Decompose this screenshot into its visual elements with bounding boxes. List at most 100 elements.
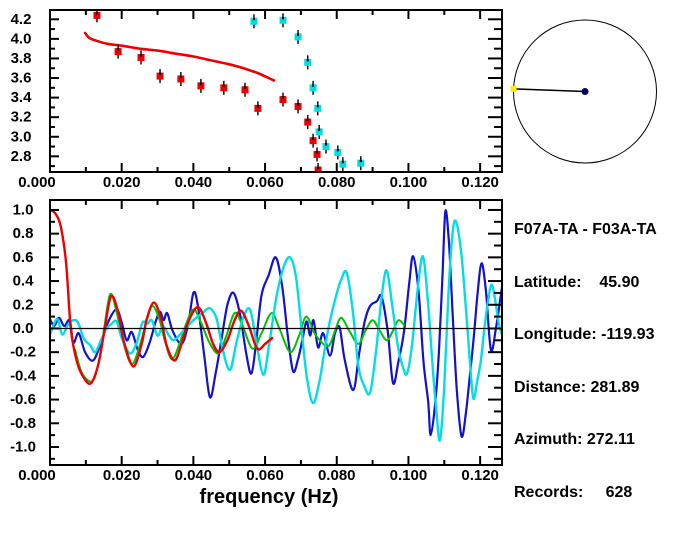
y-tick-label: -0.8: [10, 415, 36, 432]
data-point-square[interactable]: [314, 166, 322, 174]
y-tick-label: 4.0: [11, 30, 32, 47]
error-bar-cap: [243, 86, 246, 89]
error-bar-cap: [297, 33, 300, 36]
error-bar-cap: [281, 16, 284, 20]
spectrum-series-layer: [50, 208, 502, 442]
y-tick-label: 0.0: [13, 320, 34, 337]
y-tick-label: 3.6: [11, 70, 32, 87]
observed-spectrum-blue: [50, 209, 502, 439]
data-point-square[interactable]: [137, 53, 145, 61]
spectrum-plot-area[interactable]: [50, 200, 502, 465]
error-bar-cap: [312, 137, 315, 140]
data-point-square[interactable]: [313, 150, 321, 158]
model-dispersion-curve: [83, 31, 276, 82]
dispersion-series-layer: [83, 10, 365, 174]
error-bar-cap: [306, 58, 309, 62]
azimuth-end-marker: [510, 85, 517, 92]
data-point-square[interactable]: [156, 72, 164, 80]
data-point-square[interactable]: [294, 33, 302, 41]
spectrum-ticks: [49, 200, 502, 465]
error-bar-cap: [306, 118, 309, 122]
x-tick-label: 0.100: [390, 467, 428, 484]
data-point-square[interactable]: [309, 84, 317, 92]
y-tick-label: -0.2: [10, 344, 36, 361]
data-point-square[interactable]: [304, 118, 312, 126]
x-tick-label: 0.080: [318, 174, 356, 191]
records-line: Records: 628: [514, 483, 633, 501]
x-tick-label: 0.060: [246, 174, 284, 191]
spectrum-plot[interactable]: 0.000 0.020 0.040 0.060 0.080 0.100 0.120 -1.0 -…: [10, 199, 503, 508]
x-tick-label: 0.040: [175, 467, 213, 484]
y-tick-label: 1.0: [13, 201, 34, 218]
error-bar-cap: [252, 17, 255, 21]
y-tick-label: 2.8: [11, 148, 32, 165]
y-tick-label: 0.8: [13, 225, 34, 242]
data-point-square[interactable]: [279, 96, 287, 104]
error-bar-cap: [140, 53, 143, 57]
error-bar-cap: [336, 148, 339, 152]
dispersion-analysis-window: 0.000 0.020 0.040 0.060 0.080 0.100 0.120 2.8 3.…: [10, 8, 657, 508]
y-tick-label: 4.2: [11, 11, 32, 28]
x-tick-label: 0.060: [246, 467, 284, 484]
error-bar-cap: [117, 48, 120, 51]
error-bar-cap: [179, 75, 182, 79]
error-bar-cap: [316, 104, 319, 108]
y-tick-label: 0.6: [13, 249, 34, 266]
azimuth-line: Azimuth: 272.11: [514, 431, 635, 448]
y-tick-label: 0.2: [13, 296, 34, 313]
y-tick-label: -0.6: [10, 391, 36, 408]
x-tick-label: 0.100: [390, 174, 428, 191]
data-point-square[interactable]: [304, 58, 312, 66]
model-spectrum-red: [50, 208, 274, 385]
dispersion-frame: [49, 9, 503, 173]
error-bar-cap: [316, 150, 319, 154]
error-bar-cap: [312, 84, 315, 87]
y-tick-label: 3.2: [11, 109, 32, 126]
data-point-square[interactable]: [309, 137, 317, 145]
error-bar-cap: [297, 102, 300, 106]
dispersion-plot-area[interactable]: [50, 10, 502, 172]
cyan-velocity-picks: [250, 13, 365, 172]
error-bar-cap: [325, 143, 328, 146]
x-tick-label: 0.020: [103, 174, 141, 191]
data-point-square[interactable]: [279, 16, 287, 24]
data-point-square[interactable]: [315, 128, 323, 136]
spectrum-frame: [49, 199, 503, 466]
error-bar-cap: [318, 128, 321, 131]
error-bar-cap: [281, 96, 284, 99]
observed-spectrum-cyan: [50, 219, 502, 442]
dispersion-plot[interactable]: 0.000 0.020 0.040 0.060 0.080 0.100 0.120 2.8 3.…: [11, 8, 503, 191]
x-axis-title: frequency (Hz): [200, 486, 339, 508]
data-point-square[interactable]: [339, 160, 347, 168]
data-point-square[interactable]: [197, 82, 205, 90]
y-tick-label: 3.8: [11, 50, 32, 67]
data-point-square[interactable]: [294, 102, 302, 110]
y-tick-label: 0.4: [13, 273, 35, 290]
dispersion-ticks: [49, 10, 502, 172]
data-point-square[interactable]: [357, 159, 365, 167]
data-point-square[interactable]: [250, 17, 258, 25]
red-velocity-picks: [93, 10, 322, 174]
error-bar-cap: [199, 82, 202, 85]
data-point-square[interactable]: [114, 48, 122, 56]
x-tick-label: 0.120: [461, 174, 499, 191]
data-point-square[interactable]: [241, 86, 249, 94]
figure-canvas: 0.000 0.020 0.040 0.060 0.080 0.100 0.120 2.8 3.…: [10, 8, 657, 508]
error-bar-cap: [222, 84, 225, 87]
data-point-square[interactable]: [314, 104, 322, 112]
data-point-square[interactable]: [322, 143, 330, 151]
y-tick-label: -1.0: [10, 438, 36, 455]
data-point-square[interactable]: [220, 84, 228, 92]
data-point-square[interactable]: [177, 75, 185, 83]
latitude-line: Latitude: 45.90: [514, 273, 640, 291]
error-bar-cap: [317, 166, 320, 170]
y-tick-label: 3.0: [11, 128, 32, 145]
data-point-square[interactable]: [254, 104, 262, 112]
error-bar-cap: [359, 159, 362, 163]
station-pair-info: F07A-TA - F03A-TA Latitude: 45.90 Longit…: [514, 186, 657, 536]
distance-line: Distance: 281.89: [514, 378, 640, 396]
data-point-square[interactable]: [334, 148, 342, 156]
y-tick-label: 3.4: [11, 89, 33, 106]
x-tick-label: 0.080: [318, 467, 356, 484]
data-point-square[interactable]: [93, 11, 101, 19]
